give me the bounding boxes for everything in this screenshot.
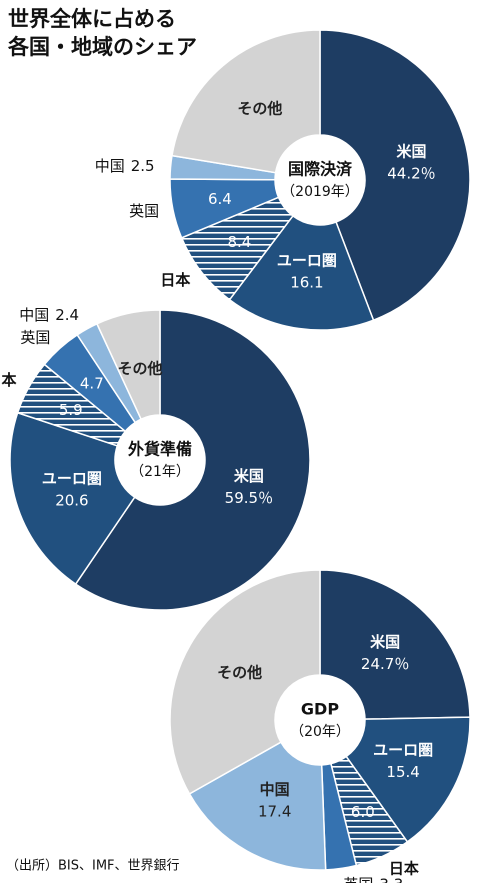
donut-slice [228, 214, 375, 331]
title-line: 世界全体に占める [8, 7, 176, 31]
value-label: 44.2％ [387, 165, 435, 183]
value-label: 2.5 [131, 156, 155, 174]
value-label: 59.5％ [225, 489, 273, 507]
slice-label: 日本 [160, 271, 190, 289]
slice-label: 米国 [234, 467, 264, 485]
value-label: 3.3 [379, 875, 403, 883]
slice-label: ユーロ圏 [373, 741, 433, 759]
slice-label: ユーロ圏 [277, 252, 337, 270]
slice-label: 日本 [389, 859, 419, 877]
value-label: 24.7％ [361, 655, 409, 673]
slice-label: 米国 [370, 633, 400, 651]
center-title: GDP [301, 700, 339, 719]
slice-label: 米国 [396, 143, 426, 161]
value-label: 8.4 [227, 233, 251, 251]
donut-hole [275, 675, 365, 765]
title-line: 各国・地域のシェア [7, 35, 197, 59]
value-label: 2.4 [55, 306, 79, 324]
slice-label: 英国 [20, 329, 50, 347]
slice-label: 中国 [19, 306, 49, 324]
value-label: 6.0 [351, 803, 375, 821]
slice-label: 英国 [129, 202, 159, 220]
slice-label: その他 [217, 664, 262, 682]
value-label: 17.4 [258, 803, 291, 821]
slice-label: その他 [237, 100, 282, 118]
center-title: 外貨準備 [127, 440, 192, 459]
value-label: 20.6 [55, 491, 88, 509]
slice-label: 中国 [260, 781, 290, 799]
outside-label: 英国 3.3 [343, 875, 403, 883]
value-label: 5.9 [59, 401, 83, 419]
center-subtitle: （21年） [130, 464, 190, 480]
value-label: 15.4 [386, 763, 419, 781]
center-subtitle: （20年） [290, 724, 350, 740]
center-title: 国際決済 [288, 160, 353, 179]
slice-label: ユーロ圏 [42, 469, 102, 487]
slice-label: その他 [117, 360, 162, 378]
donut-hole [115, 415, 205, 505]
value-label: 16.1 [290, 274, 323, 292]
center-subtitle: （2019年） [281, 184, 359, 200]
outside-label: 中国 2.4 [19, 306, 79, 324]
donut-hole [275, 135, 365, 225]
slice-label: 英国 [343, 875, 373, 883]
value-label: 4.7 [80, 375, 104, 393]
outside-label: 中国 2.5 [95, 156, 155, 174]
source: （出所）BIS、IMF、世界銀行 [6, 859, 180, 874]
slice-label: 中国 [95, 156, 125, 174]
slice-label: 日本 [0, 371, 17, 389]
value-label: 6.4 [208, 190, 232, 208]
